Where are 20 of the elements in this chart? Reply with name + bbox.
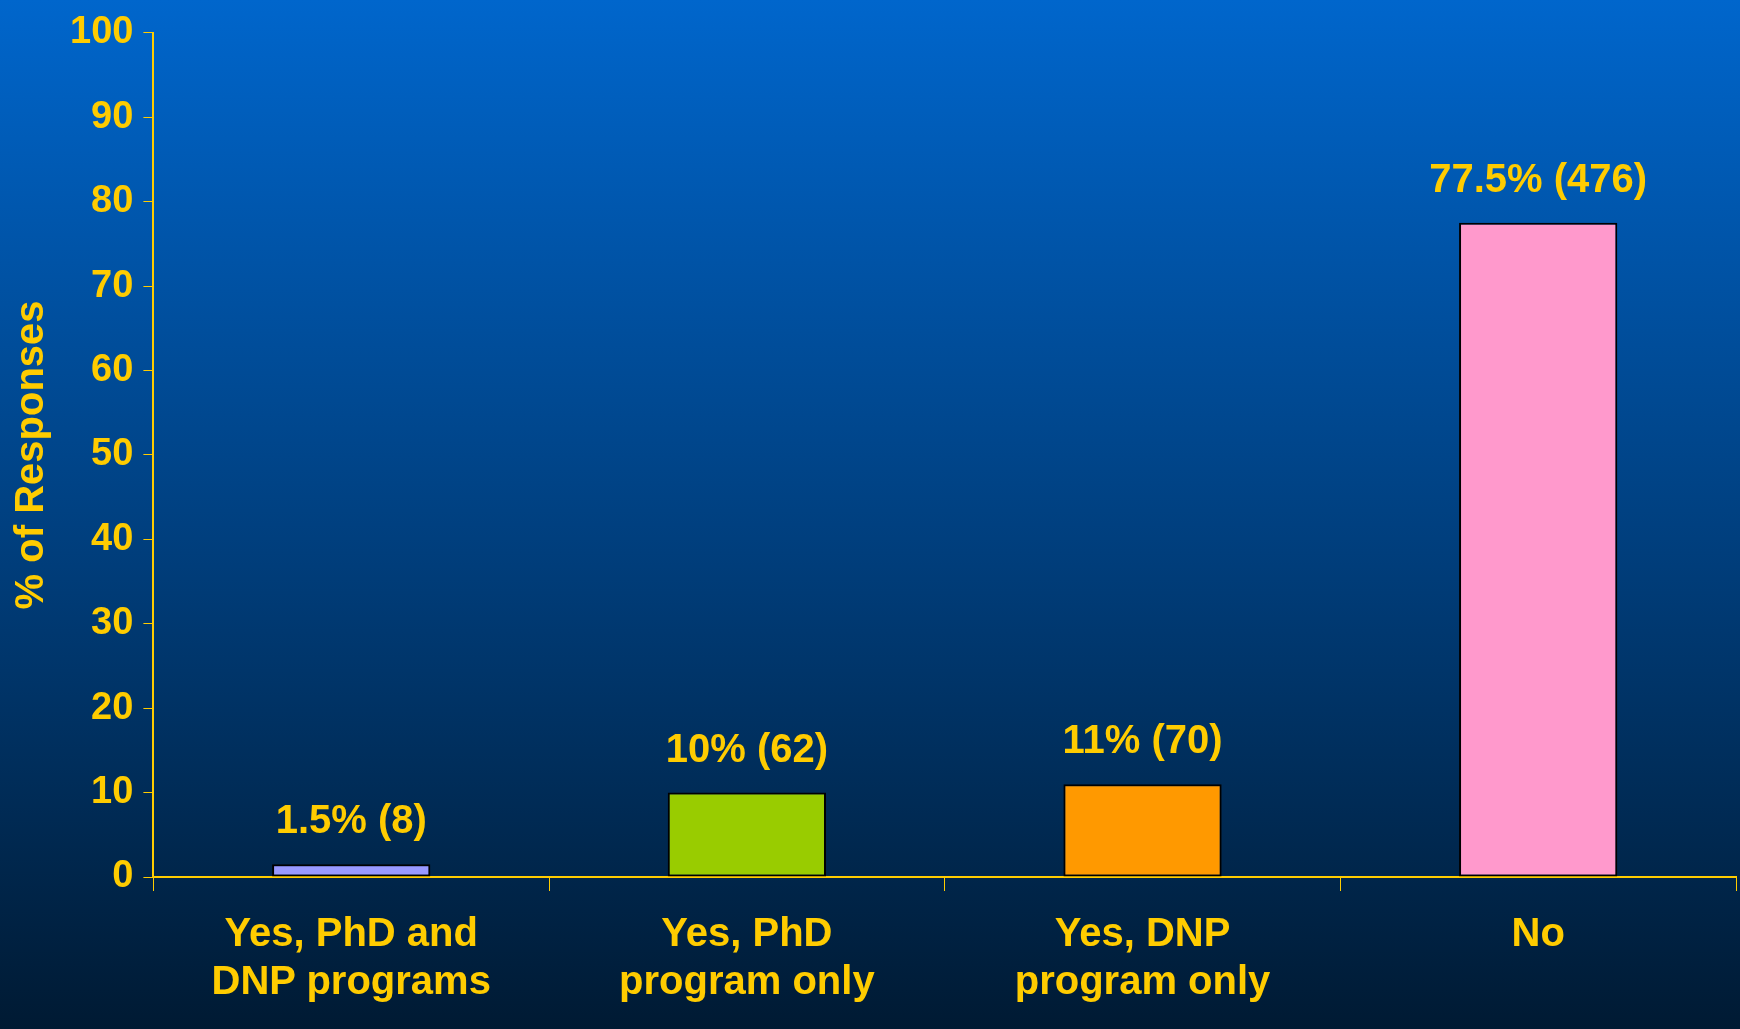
x-tick-label: Yes, PhD program only (619, 910, 876, 1003)
y-tick-label: 90 (91, 93, 134, 136)
y-tick-label: 50 (91, 431, 134, 474)
y-tick-label: 40 (91, 515, 134, 558)
data-label: 1.5% (8) (275, 797, 427, 842)
data-label: 11% (70) (1062, 717, 1223, 762)
data-label: 77.5% (476) (1429, 155, 1648, 200)
y-tick-label: 30 (91, 600, 134, 643)
x-tick-label: No (1511, 910, 1565, 955)
y-tick-label: 20 (91, 684, 134, 727)
y-tick-label: 70 (91, 262, 134, 305)
y-tick-label: 10 (91, 769, 134, 812)
y-tick-label: 60 (91, 346, 134, 389)
y-tick-label: 0 (112, 853, 134, 896)
x-tick-label: Yes, PhD and DNP programs (211, 910, 491, 1003)
data-label: 10% (62) (665, 725, 829, 770)
y-tick-label: 100 (70, 9, 134, 52)
y-tick-label: 80 (91, 178, 134, 221)
x-tick-label: Yes, DNP program only (1014, 910, 1272, 1003)
y-axis-title: % of Responses (7, 300, 52, 610)
